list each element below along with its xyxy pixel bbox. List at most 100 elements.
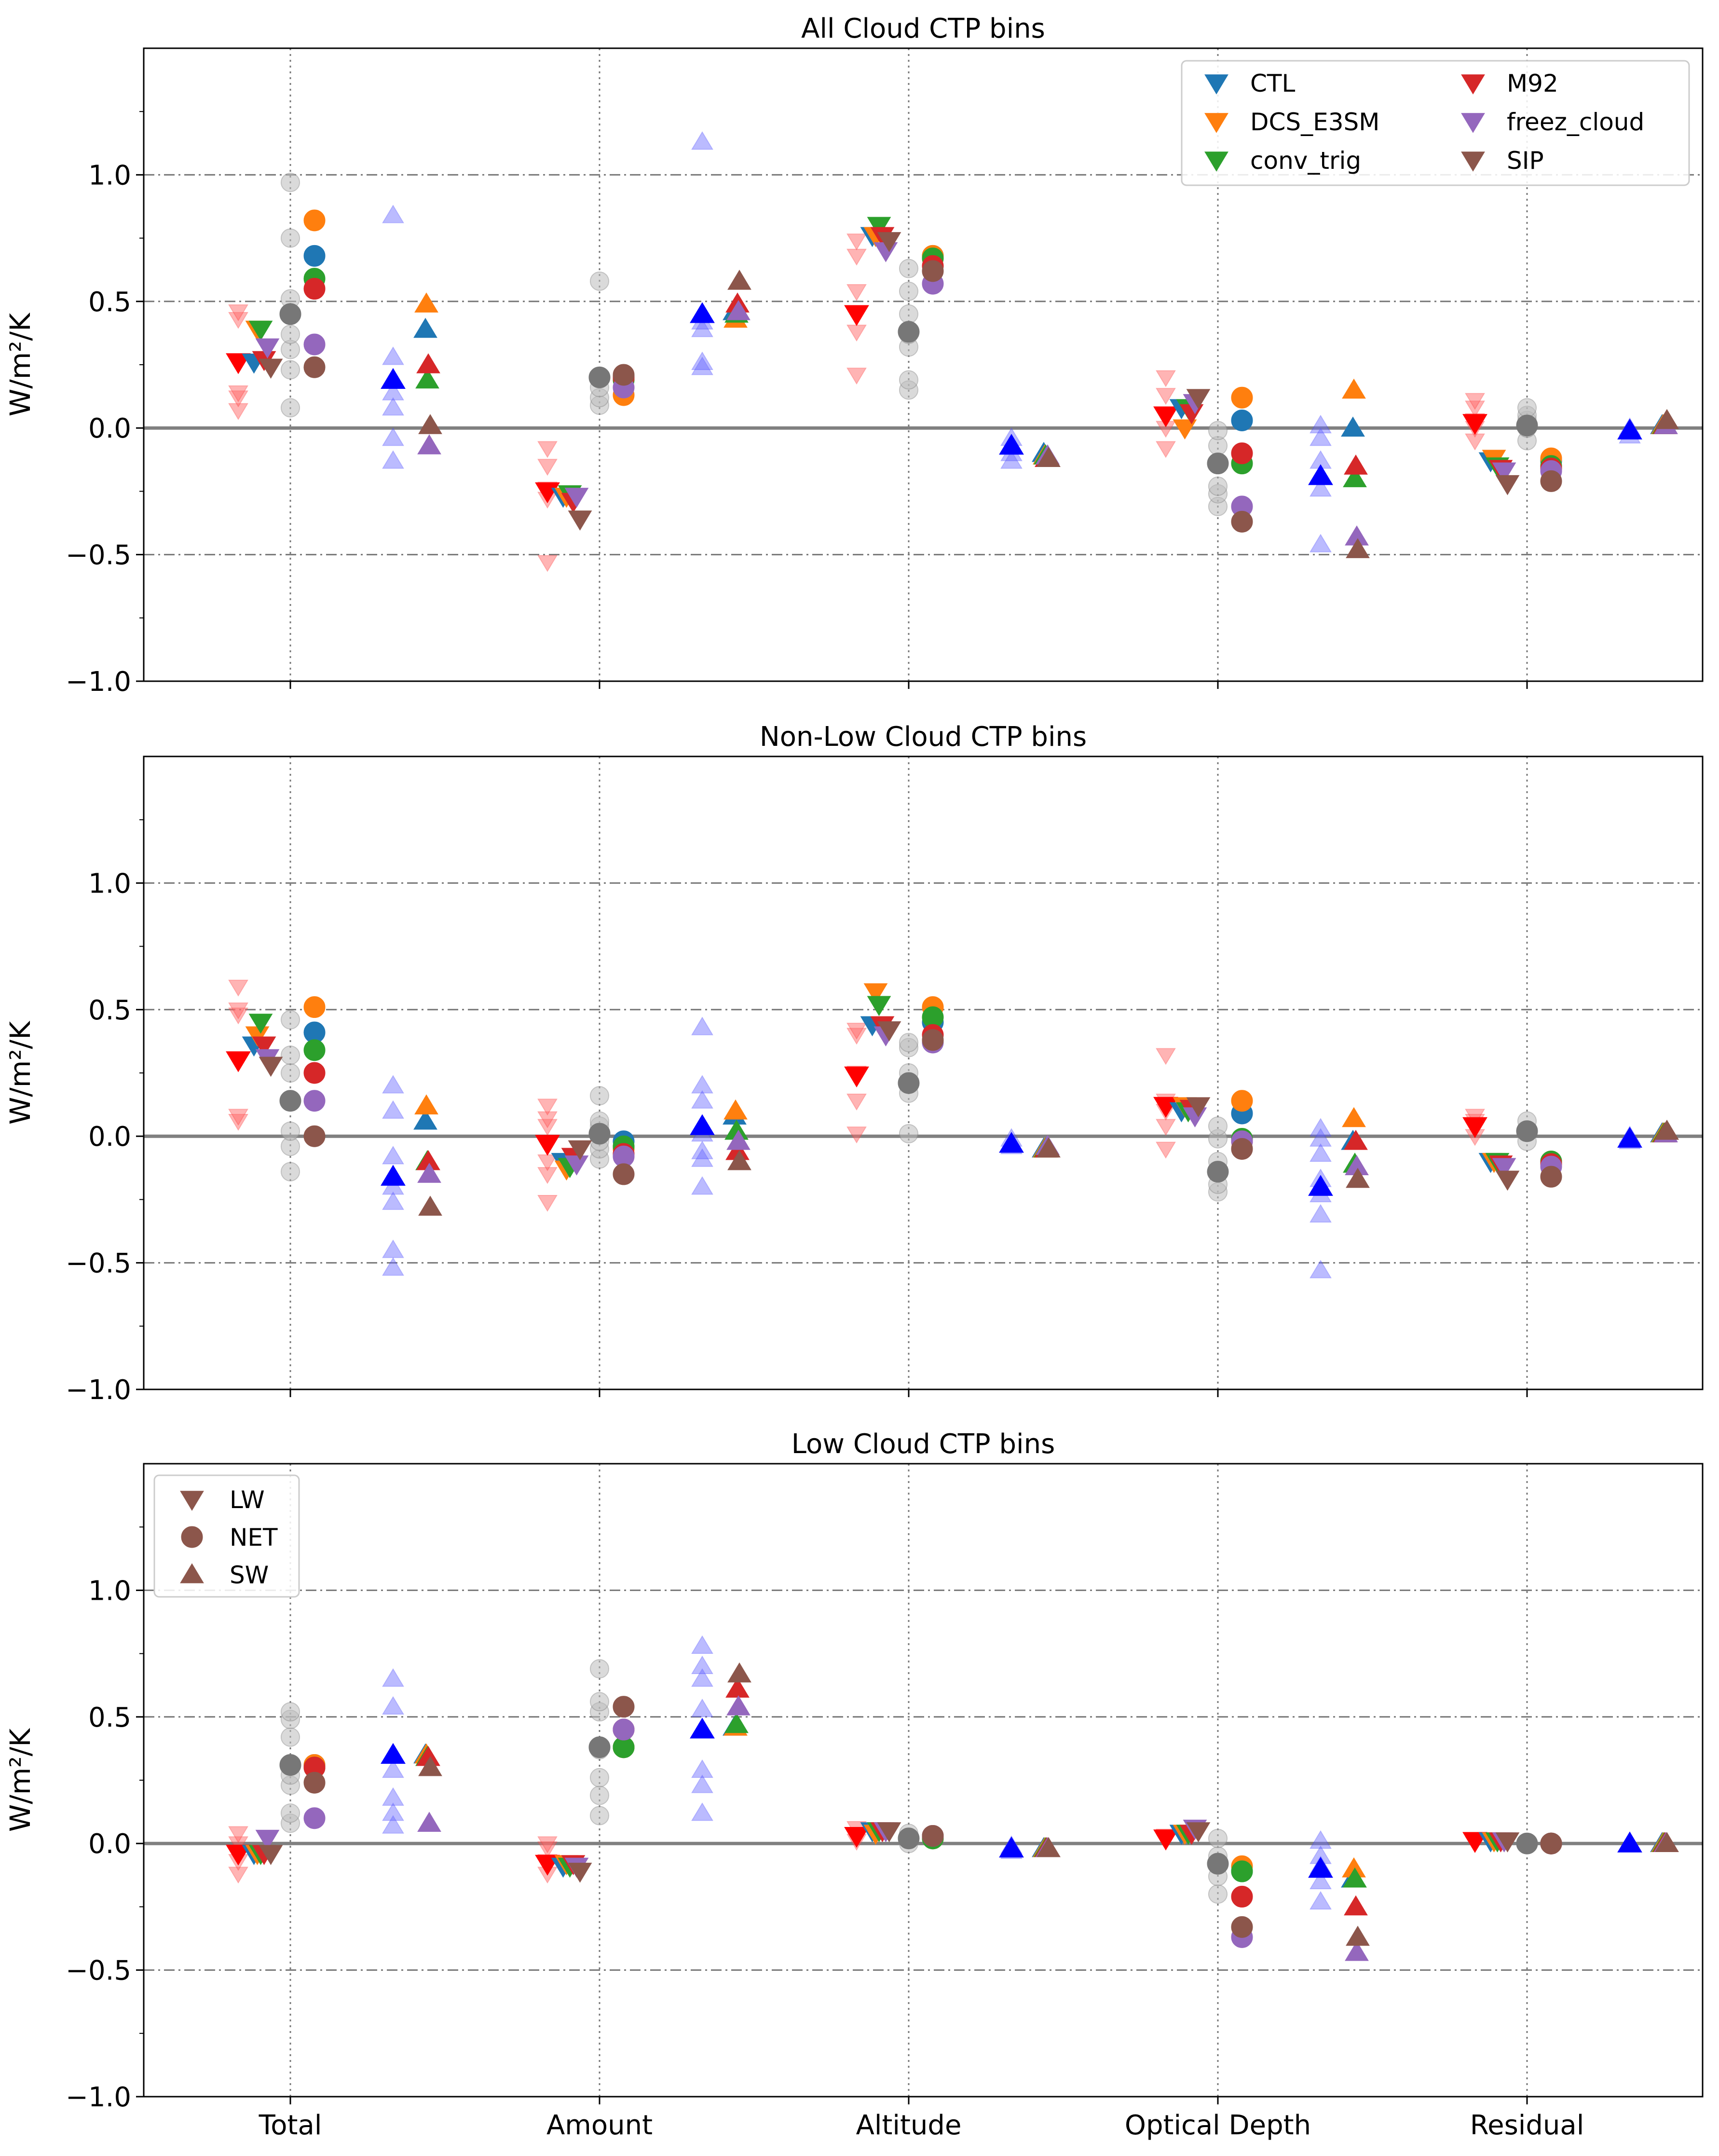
- series-conv_trig-net-point: [1231, 1860, 1253, 1882]
- ensemble-mean-net-point: [898, 321, 920, 343]
- ensemble-lw-point: [1156, 1141, 1176, 1159]
- ensemble-mean-sw-point: [1617, 418, 1642, 439]
- series-dcs_e3sm-lw-point: [863, 983, 888, 1003]
- y-axis-label: W/m²/K: [4, 312, 37, 416]
- legend-label: M92: [1507, 69, 1558, 97]
- ensemble-sw-point: [382, 205, 404, 223]
- ensemble-net-point: [281, 1121, 300, 1141]
- ensemble-sw-point: [691, 131, 713, 150]
- legend-label: DCS_E3SM: [1250, 108, 1379, 136]
- ensemble-mean-lw-point: [844, 1827, 869, 1848]
- series-sip-lw-point: [1495, 1832, 1520, 1853]
- series-sip-lw-point: [1495, 475, 1520, 495]
- series-dcs_e3sm-lw-point: [1173, 419, 1197, 439]
- ensemble-sw-point: [382, 1815, 404, 1834]
- series-dcs_e3sm-net-point: [303, 209, 326, 232]
- ensemble-net-point: [590, 271, 609, 291]
- panels: All Cloud CTP bins −1.0 −0.5 0.0 0.5 1.0 W/m²/…: [4, 13, 1704, 2141]
- y-tick-label: 0.5: [88, 287, 131, 318]
- ensemble-mean-sw-point: [999, 1132, 1024, 1153]
- y-tick-label: 1.0: [88, 868, 131, 899]
- ensemble-net-point: [281, 398, 300, 418]
- ensemble-mean-net-point: [588, 1123, 611, 1145]
- ensemble-net-point: [1208, 1884, 1228, 1904]
- ensemble-sw-point: [691, 1090, 713, 1109]
- y-tick-label: −0.5: [66, 1955, 131, 1987]
- series-m92-net-point: [303, 278, 326, 300]
- ensemble-sw-point: [382, 1176, 404, 1195]
- series-sip-lw-point: [877, 1021, 901, 1042]
- ensemble-mean-net-point: [279, 1754, 301, 1776]
- ensemble-mean-sw-point: [1617, 1126, 1642, 1148]
- panel-2: Non-Low Cloud CTP bins −1.0 −0.5 0.0 0.5 1.0 W…: [4, 721, 1704, 1406]
- ensemble-lw-point: [846, 1126, 867, 1143]
- series-conv_trig-sw-point: [415, 368, 439, 389]
- x-tick-label: Total: [259, 2110, 322, 2141]
- ensemble-net-point: [899, 259, 918, 278]
- series-sip-sw-point: [1655, 1119, 1679, 1140]
- legend-marker-net: [181, 1526, 203, 1548]
- series-dcs_e3sm-net-point: [303, 996, 326, 1018]
- series-freez_cloud-net-point: [303, 333, 326, 356]
- ensemble-mean-lw-point: [1462, 1117, 1487, 1138]
- legend-label: conv_trig: [1250, 147, 1361, 175]
- ensemble-sw-point: [691, 1668, 713, 1687]
- legend-label: NET: [230, 1524, 278, 1552]
- ensemble-lw-point: [537, 1836, 558, 1854]
- y-tick-label: 0.0: [88, 1828, 131, 1860]
- ensemble-lw-point: [228, 1826, 248, 1843]
- ensemble-sw-point: [382, 1075, 404, 1094]
- y-tick-label: −0.5: [66, 1248, 131, 1279]
- data-marks: [226, 131, 1679, 572]
- series-sip-net-point: [1540, 470, 1562, 492]
- panel-title: Low Cloud CTP bins: [791, 1428, 1055, 1460]
- ensemble-lw-point: [846, 368, 867, 385]
- series-sip-sw-point: [418, 1195, 442, 1216]
- series-sip-sw-point: [418, 1756, 442, 1776]
- series-m92-sw-point: [416, 353, 440, 373]
- series-sip-sw-point: [1655, 1832, 1679, 1852]
- legend-marker-lw: [180, 1491, 204, 1511]
- panel-title: All Cloud CTP bins: [801, 13, 1045, 44]
- series-m92-net-point: [303, 1062, 326, 1084]
- series-freez_cloud-lw-point: [1492, 462, 1516, 483]
- ensemble-net-point: [590, 1692, 609, 1712]
- ensemble-mean-lw-point: [844, 1066, 869, 1087]
- ensemble-mean-lw-point: [1153, 1829, 1178, 1851]
- legend-frame: [1181, 60, 1690, 186]
- series-sip-lw-point: [1186, 1097, 1211, 1117]
- ensemble-sw-point: [382, 1191, 404, 1210]
- ensemble-sw-point: [691, 1699, 713, 1717]
- ensemble-sw-point: [1310, 1118, 1332, 1137]
- ensemble-sw-point: [382, 427, 404, 446]
- series-sip-lw-point: [259, 1845, 283, 1865]
- ensemble-sw-point: [1310, 427, 1332, 446]
- series-dcs_e3sm-sw-point: [414, 292, 438, 313]
- ensemble-lw-point: [537, 1195, 558, 1212]
- ensemble-mean-sw-point: [690, 1114, 715, 1135]
- series-freez_cloud-lw-point: [1492, 1158, 1516, 1178]
- y-tick-label: −0.5: [66, 540, 131, 571]
- series-sip-net-point: [303, 1125, 326, 1147]
- ensemble-sw-point: [691, 1075, 713, 1094]
- panel-3: Low Cloud CTP bins −1.0 −0.5 0.0 0.5 1.0 W/m²/…: [4, 1428, 1704, 2141]
- series-freez_cloud-lw-point: [255, 1829, 280, 1850]
- ensemble-lw-point: [846, 284, 867, 301]
- ensemble-sw-point: [691, 357, 713, 375]
- series-freez_cloud-lw-point: [255, 338, 280, 359]
- series-conv_trig-sw-point: [1343, 467, 1367, 487]
- ensemble-sw-point: [382, 382, 404, 400]
- ensemble-sw-point: [382, 1668, 404, 1687]
- ensemble-sw-point: [691, 1655, 713, 1674]
- ensemble-net-point: [899, 281, 918, 301]
- ensemble-sw-point: [691, 1140, 713, 1159]
- series-ctl-sw-point: [1341, 416, 1365, 437]
- ensemble-lw-point: [846, 233, 867, 250]
- ensemble-sw-point: [691, 1148, 713, 1167]
- ensemble-mean-net-point: [588, 366, 611, 388]
- series-sip-sw-point: [727, 1150, 751, 1170]
- ensemble-mean-lw-point: [1462, 1832, 1487, 1853]
- ensemble-mean-sw-point: [690, 1717, 715, 1739]
- y-tick-label: 0.5: [88, 1702, 131, 1733]
